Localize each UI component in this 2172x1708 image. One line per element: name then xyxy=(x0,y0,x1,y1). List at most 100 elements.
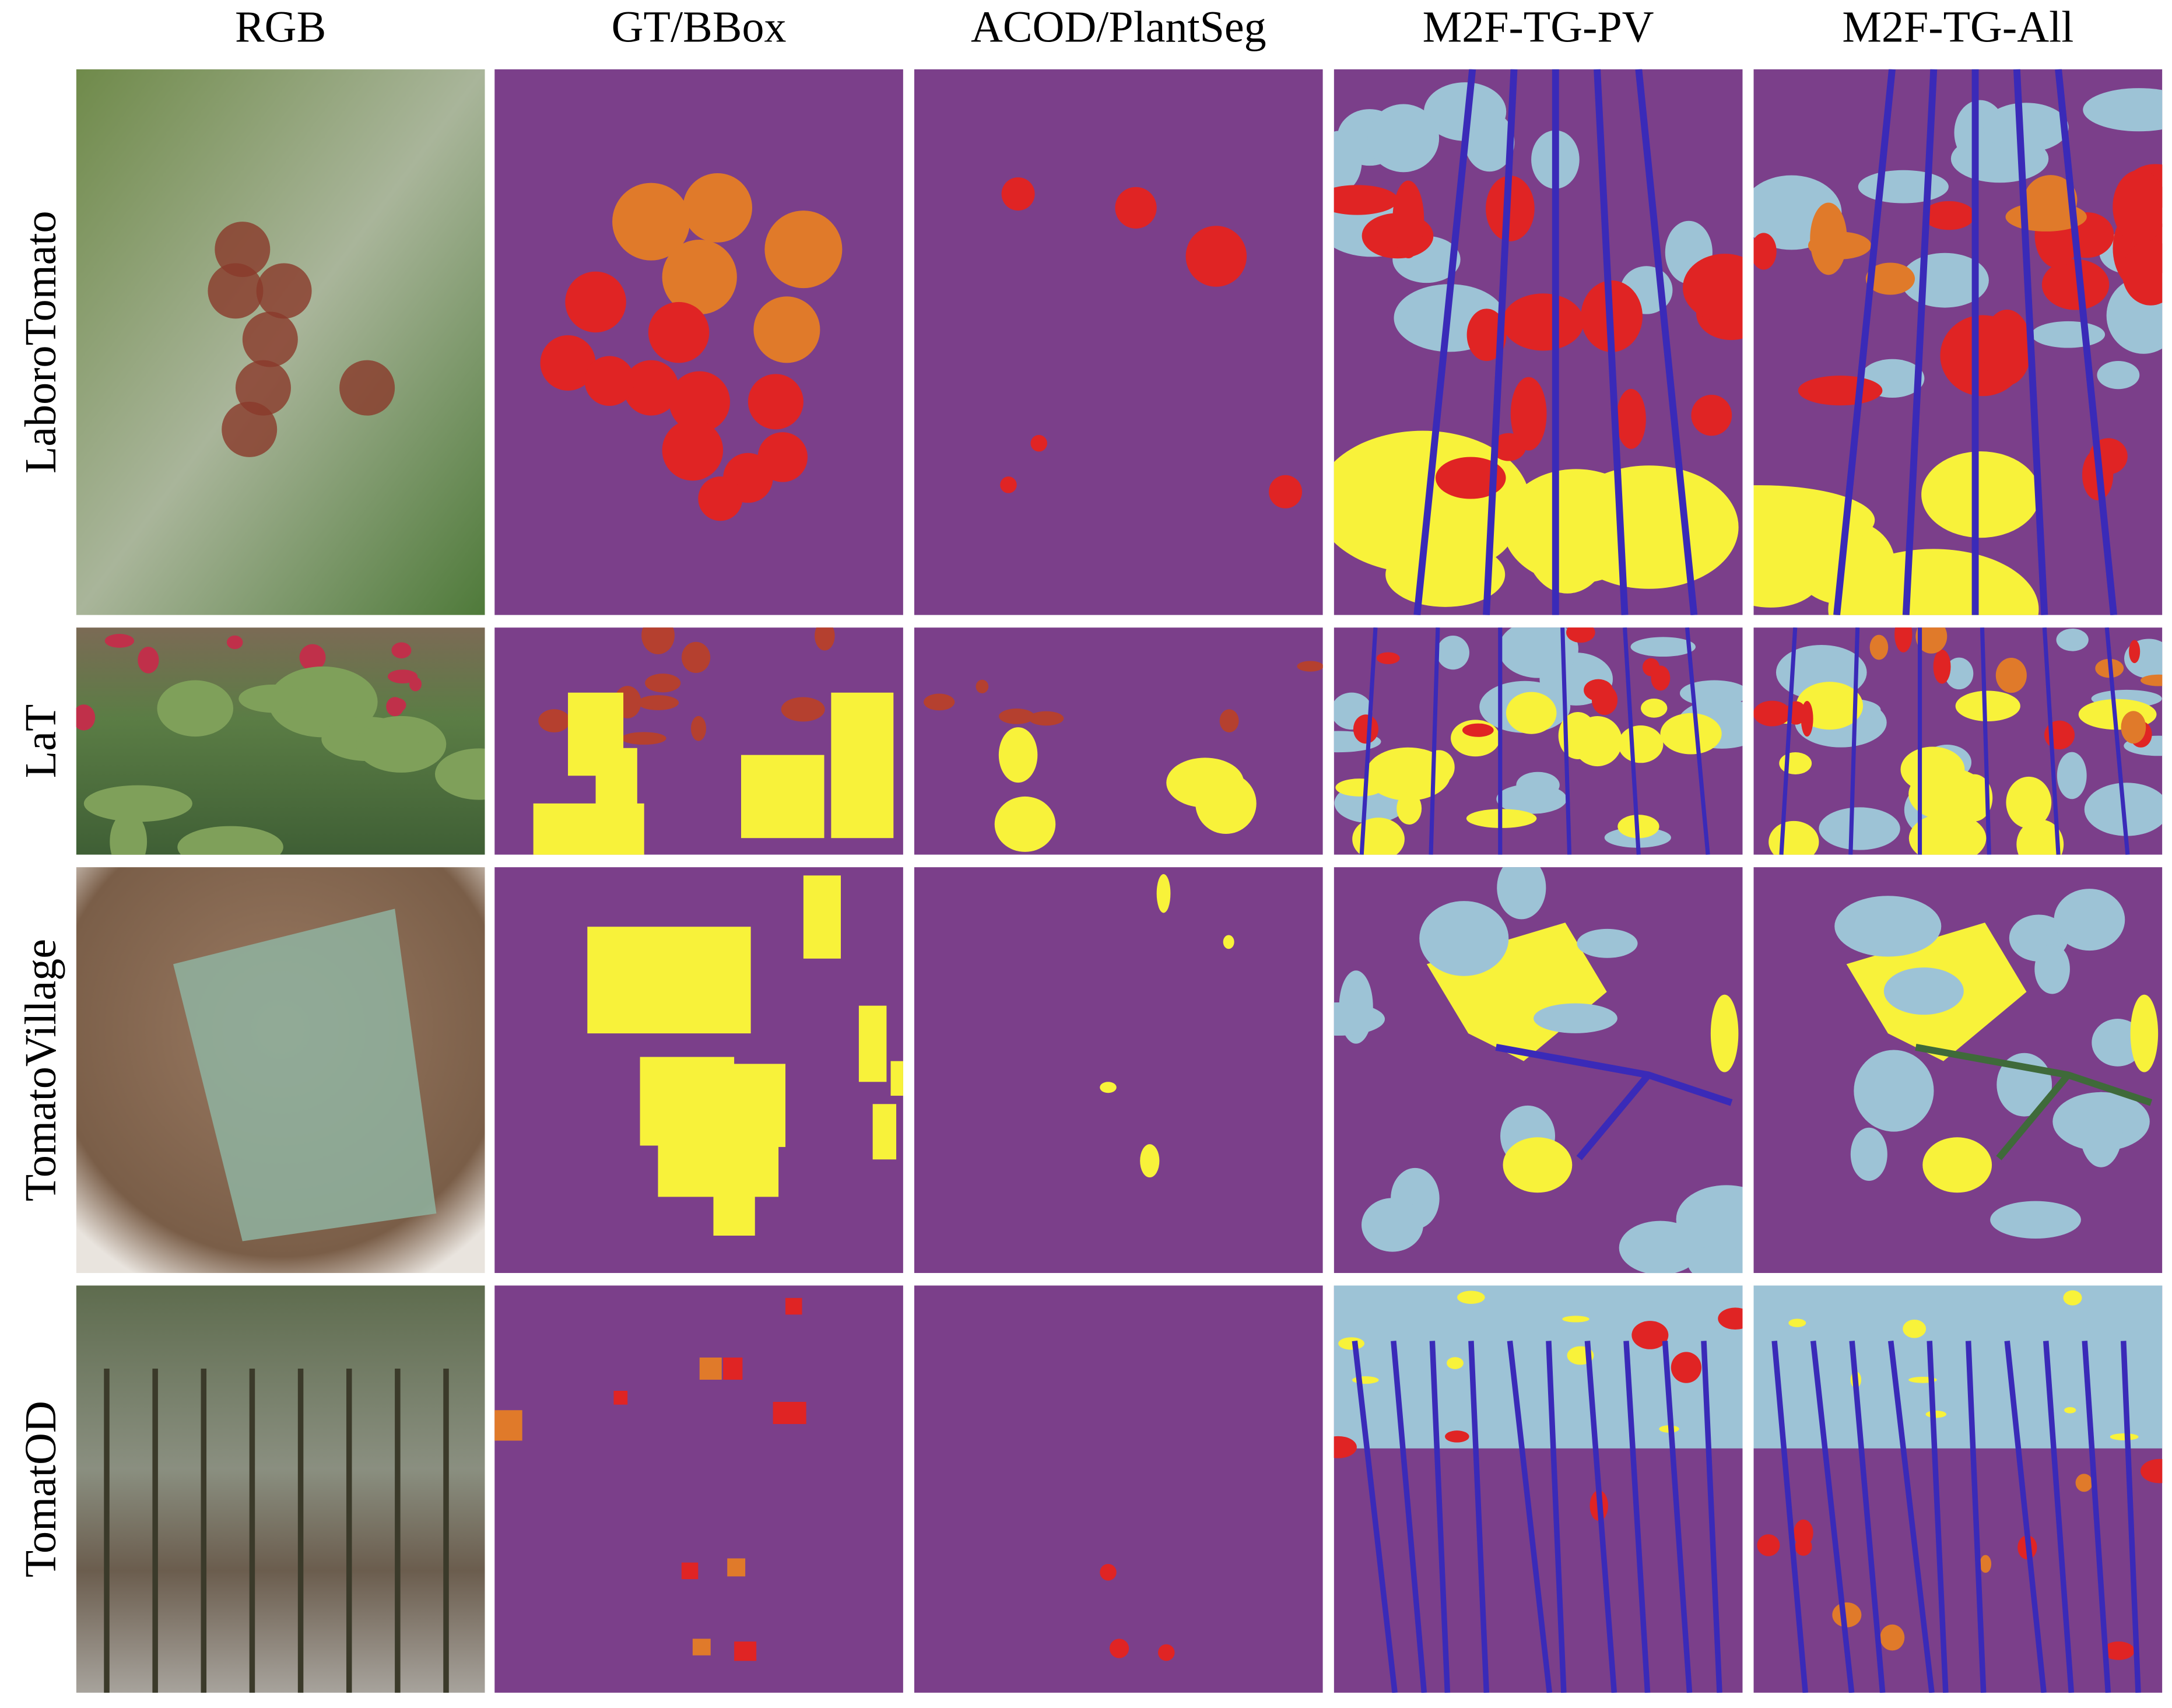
segment xyxy=(2031,321,2106,348)
stem xyxy=(1507,1340,1553,1693)
segment xyxy=(1156,874,1171,913)
segment xyxy=(1362,1198,1423,1252)
segment xyxy=(1794,1519,1813,1546)
segment xyxy=(1577,928,1638,958)
image-cell xyxy=(1334,1285,1743,1693)
segment xyxy=(1990,1201,2081,1239)
stem xyxy=(1685,627,1710,855)
tomato xyxy=(208,263,264,319)
segment xyxy=(1353,714,1379,744)
box xyxy=(648,301,710,363)
box xyxy=(540,335,596,391)
segment xyxy=(435,748,485,800)
stem xyxy=(2042,627,2061,855)
segment xyxy=(83,785,192,822)
segment xyxy=(391,642,412,659)
segment xyxy=(994,796,1056,852)
box xyxy=(764,211,843,289)
stem xyxy=(1902,69,1938,615)
segment xyxy=(2121,711,2146,744)
segment xyxy=(238,684,310,713)
stem xyxy=(2121,1341,2141,1693)
image-cell xyxy=(1334,867,1743,1274)
segment xyxy=(1334,185,1398,215)
segment xyxy=(2110,1433,2139,1441)
segment xyxy=(2113,170,2163,244)
segment xyxy=(1900,746,1965,792)
stem xyxy=(1915,1044,2153,1160)
stem xyxy=(1810,1340,1855,1693)
tomato xyxy=(339,360,395,416)
segment xyxy=(1338,1337,1365,1350)
box xyxy=(662,239,737,315)
stem xyxy=(297,1369,304,1693)
segment xyxy=(1757,1534,1780,1556)
box xyxy=(685,1064,786,1147)
segment xyxy=(1682,254,1743,322)
stem xyxy=(1546,1341,1567,1693)
segment xyxy=(1865,262,1915,295)
stem xyxy=(1623,1341,1651,1693)
segment xyxy=(1687,1245,1743,1274)
segment xyxy=(1808,232,1872,259)
segment xyxy=(645,674,681,693)
box xyxy=(669,371,730,433)
segment xyxy=(1619,1220,1702,1274)
segment xyxy=(1464,112,1515,172)
stem xyxy=(152,1369,158,1693)
tomato xyxy=(256,263,312,319)
segment xyxy=(1367,104,1440,173)
segment xyxy=(1447,1357,1464,1369)
segment xyxy=(138,647,159,674)
image-cell xyxy=(76,627,485,855)
image-cell xyxy=(914,1285,1323,1693)
box xyxy=(584,356,635,406)
stem xyxy=(1779,627,1798,855)
segment xyxy=(1832,1602,1862,1628)
image-cell xyxy=(494,867,903,1274)
stem xyxy=(395,1369,401,1693)
stem xyxy=(249,1369,255,1693)
segment xyxy=(1908,813,1987,855)
segment xyxy=(1419,901,1509,976)
column-header: M2F-TG-PV xyxy=(1423,2,1654,51)
segment xyxy=(1858,170,1949,204)
segment xyxy=(1498,627,1579,678)
segment xyxy=(1591,685,1618,716)
row-label: TomatoVillage xyxy=(16,939,65,1201)
box xyxy=(858,1005,887,1082)
column-header: ACOD/PlantSeg xyxy=(971,2,1266,51)
box xyxy=(587,927,751,1034)
tomato xyxy=(222,401,278,457)
segment xyxy=(1801,701,1813,737)
box xyxy=(723,1357,743,1380)
image-background xyxy=(914,69,1323,615)
image-cell xyxy=(1753,69,2163,615)
leaf xyxy=(1710,994,1739,1072)
segment xyxy=(226,635,243,650)
segment xyxy=(1955,690,2020,721)
segment xyxy=(1435,457,1506,499)
segment xyxy=(1869,634,1889,660)
stem xyxy=(2082,1341,2111,1693)
tomato xyxy=(215,222,271,278)
segment xyxy=(387,669,418,684)
segment xyxy=(1834,896,1942,957)
segment xyxy=(2063,1290,2082,1306)
segment xyxy=(1185,226,1247,287)
box xyxy=(872,1104,897,1160)
image-cell xyxy=(1753,627,2163,855)
stem xyxy=(2043,1341,2075,1693)
segment xyxy=(1496,784,1567,814)
segment xyxy=(177,826,283,855)
stem xyxy=(1495,1044,1733,1160)
image-cell xyxy=(494,69,903,615)
image-cell xyxy=(494,627,903,855)
segment xyxy=(1510,377,1547,451)
image-cell xyxy=(914,627,1323,855)
stem xyxy=(1927,1341,1949,1693)
segment xyxy=(1029,711,1064,726)
segment xyxy=(1982,309,2032,385)
segment xyxy=(1030,434,1047,452)
box xyxy=(785,1297,802,1315)
